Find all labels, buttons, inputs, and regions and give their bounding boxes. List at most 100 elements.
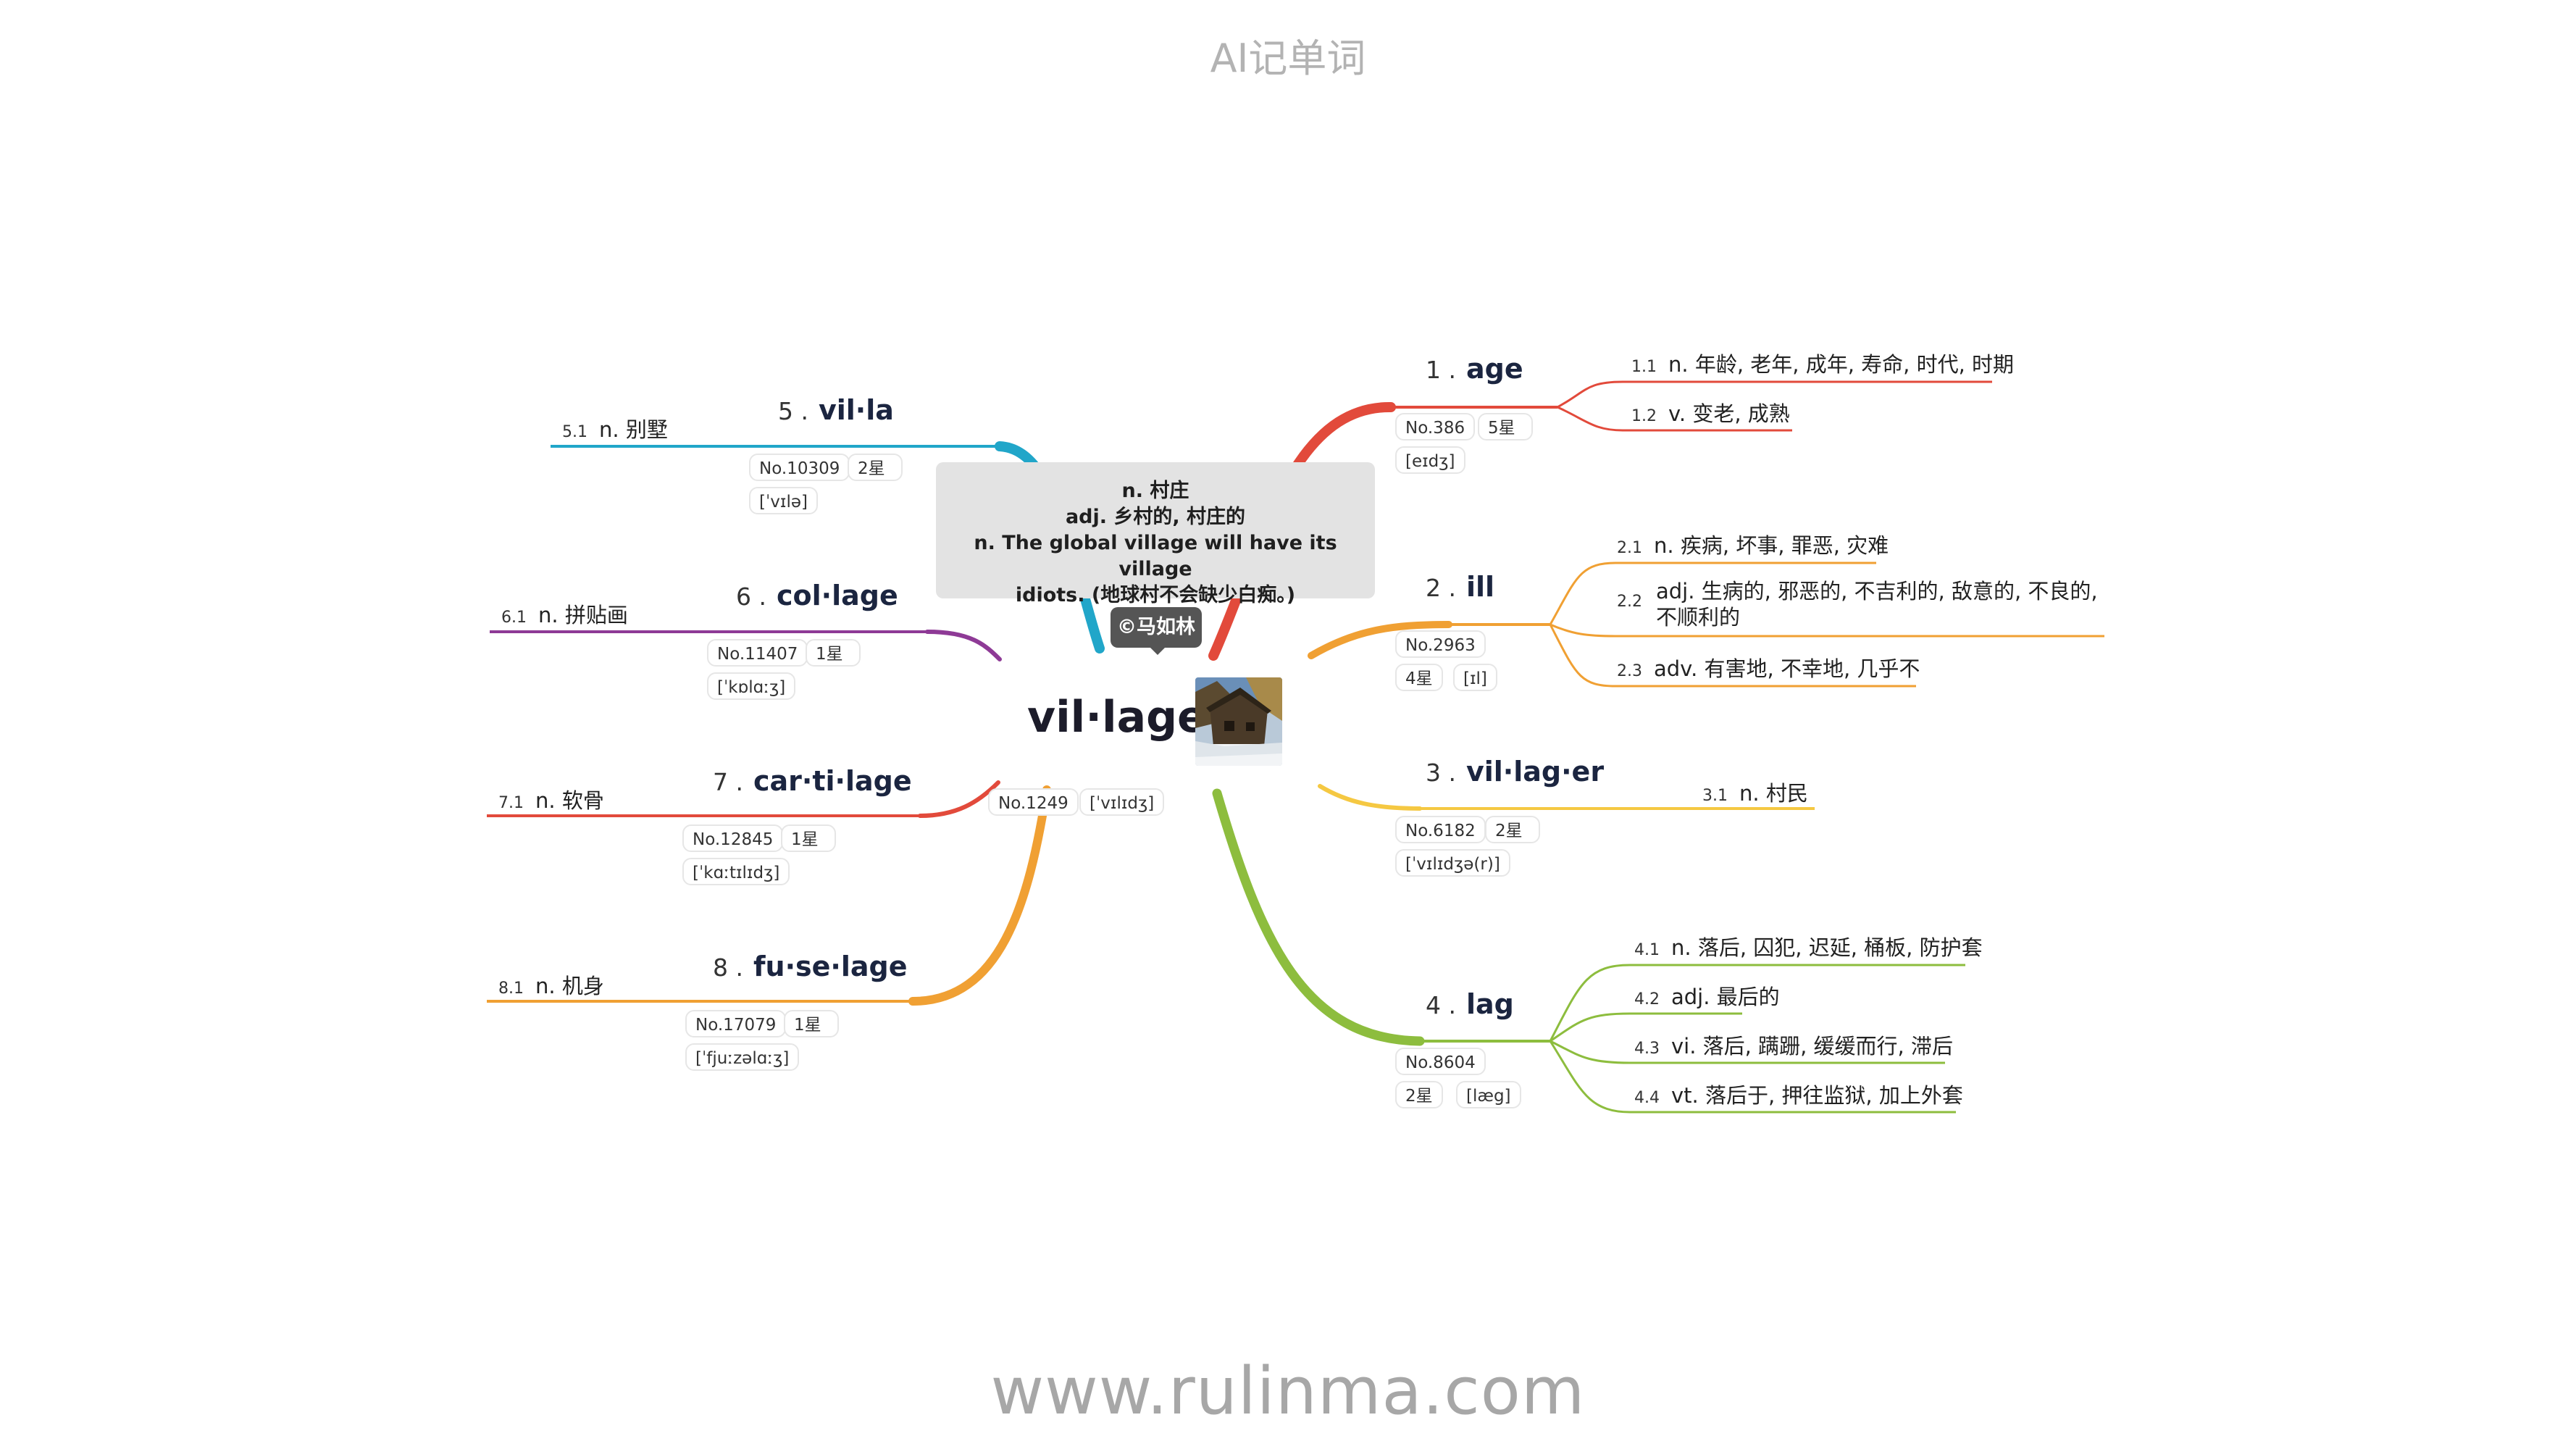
sense-link-4-2 bbox=[1550, 1012, 1742, 1043]
star-tag: 2星 bbox=[1485, 816, 1540, 843]
sense-link-4-3 bbox=[1550, 1040, 1945, 1064]
star-tag: 1星 bbox=[806, 639, 861, 667]
branch-index: 8 . bbox=[713, 953, 743, 982]
sense-number: 4.4 bbox=[1634, 1089, 1660, 1107]
phonetic-tag: [ˈvɪlə] bbox=[749, 487, 818, 514]
star-tag: 2星 bbox=[1395, 1081, 1443, 1108]
star-tag: 4星 bbox=[1395, 664, 1443, 691]
phonetic-tag: [ˈkɒlɑːʒ] bbox=[707, 672, 796, 700]
sense-link-1-1 bbox=[1557, 380, 1992, 409]
sense-link-2-3 bbox=[1549, 624, 1916, 688]
definition-line: n. 村庄 bbox=[1121, 480, 1189, 502]
branch-title-cartilage[interactable]: 7 . car·ti·lage bbox=[713, 765, 912, 797]
sense-item: 7.1 n. 软骨 bbox=[498, 784, 604, 814]
phonetic-tag: [ˈkɑːtɪlɪdʒ] bbox=[682, 858, 790, 885]
sense-number: 3.1 bbox=[1702, 787, 1728, 805]
center-phonetic-tag: [ˈvɪlɪdʒ] bbox=[1079, 788, 1165, 816]
branch-word: ill bbox=[1465, 571, 1495, 603]
sense-text: n. 别墅 bbox=[599, 417, 668, 442]
branch-index: 3 . bbox=[1426, 759, 1456, 787]
branch-word: vil·la bbox=[818, 394, 894, 426]
village-photo bbox=[1195, 677, 1282, 766]
branch-title-villa[interactable]: 5 . vil·la bbox=[778, 394, 894, 426]
sense-item: 6.1 n. 拼贴画 bbox=[501, 598, 628, 629]
sense-number: 4.1 bbox=[1634, 941, 1660, 959]
branch-line-cartilage bbox=[918, 780, 1000, 818]
sense-number: 2.2 bbox=[1617, 593, 1642, 611]
sense-item: 5.1 n. 别墅 bbox=[562, 413, 668, 443]
branch-index: 7 . bbox=[713, 768, 743, 796]
phonetic-tag: [ɪl] bbox=[1453, 664, 1497, 691]
sense-item: 4.3 vi. 落后, 蹒跚, 缓缓而行, 滞后 bbox=[1634, 1030, 1953, 1060]
sense-number: 4.3 bbox=[1634, 1040, 1660, 1058]
sense-number: 7.1 bbox=[498, 794, 524, 812]
star-tag: 2星 bbox=[848, 454, 903, 481]
sense-link-1-2 bbox=[1557, 406, 1792, 432]
sense-number: 4.2 bbox=[1634, 990, 1660, 1009]
phonetic-tag: [eɪdʒ] bbox=[1395, 446, 1465, 474]
definition-line: idiots. (地球村不会缺少白痴。) bbox=[1015, 584, 1296, 606]
branch-word: vil·lag·er bbox=[1465, 756, 1605, 788]
sense-text: v. 变老, 成熟 bbox=[1668, 401, 1790, 426]
sense-item: 2.2 adj. 生病的, 邪恶的, 不吉利的, 敌意的, 不良的, 不顺利的 bbox=[1617, 578, 2102, 630]
sense-item: 4.1 n. 落后, 囚犯, 迟延, 桶板, 防护套 bbox=[1634, 931, 1983, 961]
sense-number: 1.2 bbox=[1631, 407, 1657, 425]
sense-text: n. 机身 bbox=[535, 974, 604, 998]
definition-line: n. The global village will have its vill… bbox=[974, 532, 1337, 580]
branch-title-fuselage[interactable]: 8 . fu·se·lage bbox=[713, 951, 907, 982]
center-word[interactable]: vil·lage bbox=[1027, 692, 1207, 743]
sense-item: 1.1 n. 年龄, 老年, 成年, 寿命, 时代, 时期 bbox=[1631, 348, 2014, 378]
rank-tag: No.12845 bbox=[682, 824, 784, 852]
branch-word: fu·se·lage bbox=[753, 951, 908, 982]
branch-title-villager[interactable]: 3 . vil·lag·er bbox=[1426, 756, 1604, 788]
branch-line-lag bbox=[1212, 788, 1425, 1046]
sense-link-2-1 bbox=[1549, 561, 1876, 625]
sense-text: adj. 生病的, 邪恶的, 不吉利的, 敌意的, 不良的, 不顺利的 bbox=[1656, 579, 2098, 630]
branch-word: age bbox=[1465, 353, 1523, 385]
sense-item: 3.1 n. 村民 bbox=[1702, 777, 1808, 807]
branch-index: 2 . bbox=[1426, 574, 1456, 602]
branch-word: car·ti·lage bbox=[753, 765, 912, 797]
branch-index: 6 . bbox=[736, 582, 766, 611]
sense-text: n. 软骨 bbox=[535, 788, 604, 813]
branch-line-fuselage bbox=[908, 785, 1051, 1006]
branch-line-collage bbox=[925, 630, 1002, 661]
sense-number: 5.1 bbox=[562, 423, 587, 441]
sense-text: vi. 落后, 蹒跚, 缓缓而行, 滞后 bbox=[1671, 1034, 1953, 1058]
branch-title-lag[interactable]: 4 . lag bbox=[1426, 988, 1514, 1020]
branch-index: 4 . bbox=[1426, 991, 1456, 1019]
branch-title-collage[interactable]: 6 . col·lage bbox=[736, 580, 898, 611]
sense-text: n. 村民 bbox=[1739, 781, 1808, 806]
sense-item: 4.2 adj. 最后的 bbox=[1634, 980, 1780, 1011]
sense-item: 2.1 n. 疾病, 坏事, 罪恶, 灾难 bbox=[1617, 529, 1889, 559]
rank-tag: No.8604 bbox=[1395, 1048, 1486, 1075]
sense-item: 8.1 n. 机身 bbox=[498, 969, 604, 1000]
definition-line: adj. 乡村的, 村庄的 bbox=[1065, 506, 1246, 528]
phonetic-tag: [ˈfjuːzəlɑːʒ] bbox=[685, 1043, 800, 1071]
sense-link-2-2 bbox=[1550, 623, 2104, 638]
sense-number: 2.1 bbox=[1617, 539, 1642, 557]
sense-item: 1.2 v. 变老, 成熟 bbox=[1631, 397, 1790, 427]
sense-number: 1.1 bbox=[1631, 358, 1657, 376]
rank-tag: No.2963 bbox=[1395, 630, 1486, 658]
branch-title-age[interactable]: 1 . age bbox=[1426, 353, 1523, 385]
sense-text: adv. 有害地, 不幸地, 几乎不 bbox=[1654, 656, 1920, 681]
definition-tooltip: n. 村庄 adj. 乡村的, 村庄的 n. The global villag… bbox=[936, 462, 1375, 606]
branch-line-villager bbox=[1318, 784, 1422, 811]
author-badge-pointer bbox=[1149, 646, 1166, 655]
phonetic-tag: [ˈvɪlɪdʒə(r)] bbox=[1395, 849, 1510, 877]
sense-number: 8.1 bbox=[498, 980, 524, 998]
rank-tag: No.6182 bbox=[1395, 816, 1486, 843]
author-badge: ©马如林 bbox=[1111, 607, 1202, 648]
sense-text: n. 拼贴画 bbox=[538, 603, 628, 627]
branch-line-ill bbox=[1308, 621, 1452, 659]
branch-index: 1 . bbox=[1426, 356, 1456, 384]
rank-tag: No.11407 bbox=[707, 639, 808, 667]
footer-url[interactable]: www.rulinma.com bbox=[990, 1353, 1586, 1429]
rank-tag: No.10309 bbox=[749, 454, 850, 481]
branch-index: 5 . bbox=[778, 397, 808, 425]
branch-title-ill[interactable]: 2 . ill bbox=[1426, 571, 1494, 603]
sense-text: n. 疾病, 坏事, 罪恶, 灾难 bbox=[1654, 533, 1889, 558]
